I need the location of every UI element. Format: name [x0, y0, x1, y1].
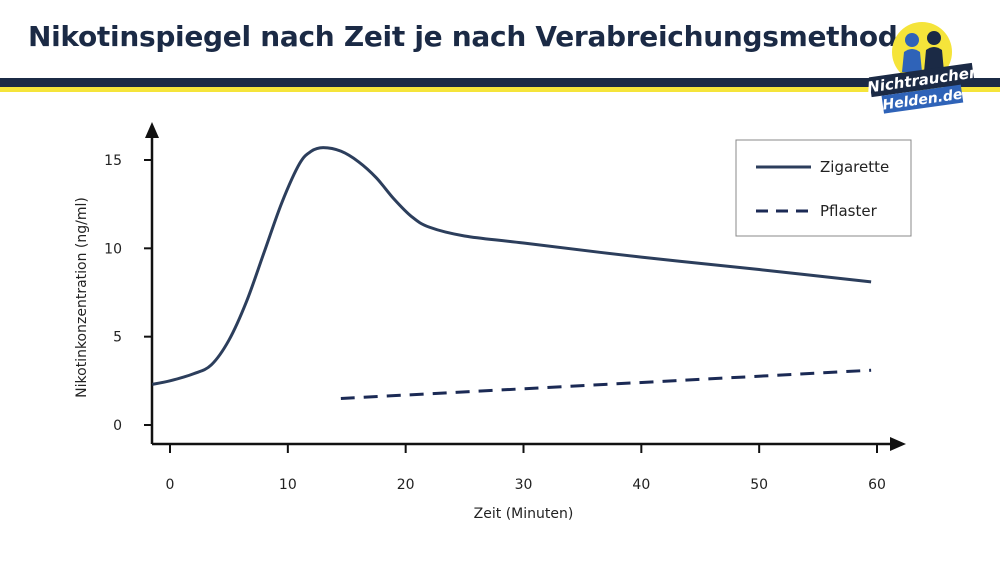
x-tick-label: 20 — [397, 477, 415, 493]
header-band-navy — [0, 78, 1000, 87]
header-band-yellow — [0, 87, 1000, 92]
logo-banner-bottom — [881, 84, 964, 114]
series-line-zigarette — [152, 146, 872, 386]
legend-box — [735, 139, 912, 237]
series-group — [152, 146, 872, 400]
x-axis-label: Zeit (Minuten) — [474, 506, 574, 522]
x-tick-label: 0 — [166, 477, 175, 493]
legend-label-pflaster: Pflaster — [820, 202, 878, 220]
y-tick-label: 5 — [113, 330, 122, 346]
chart-title: Nikotinspiegel nach Zeit je nach Verabre… — [28, 20, 917, 53]
x-tick-label: 50 — [750, 477, 768, 493]
x-tick-label: 40 — [632, 477, 650, 493]
y-axis-arrow — [145, 122, 159, 138]
ticks-group: 0 10 20 30 40 50 60 0 5 10 15 — [104, 153, 886, 493]
x-tick-label: 10 — [279, 477, 297, 493]
logo-banner-top — [868, 62, 975, 98]
y-tick-label: 10 — [104, 241, 122, 257]
logo-figure-head-left — [905, 33, 919, 47]
y-tick-label: 0 — [113, 418, 122, 434]
logo-figure-left — [902, 49, 922, 72]
legend: Zigarette Pflaster — [735, 139, 912, 237]
x-tick-label: 60 — [868, 477, 886, 493]
x-axis-arrow — [890, 437, 906, 451]
series-line-pflaster — [340, 368, 872, 400]
logo-figure-right — [924, 47, 944, 72]
logo-figure-head-right — [927, 31, 941, 45]
y-axis-label: Nikotinkonzentration (ng/ml) — [74, 197, 90, 398]
legend-label-zigarette: Zigarette — [820, 158, 889, 176]
x-tick-label: 30 — [515, 477, 533, 493]
y-tick-label: 15 — [104, 153, 122, 169]
nichtraucher-helden-logo: Nichtraucher Helden.de — [866, 22, 979, 114]
